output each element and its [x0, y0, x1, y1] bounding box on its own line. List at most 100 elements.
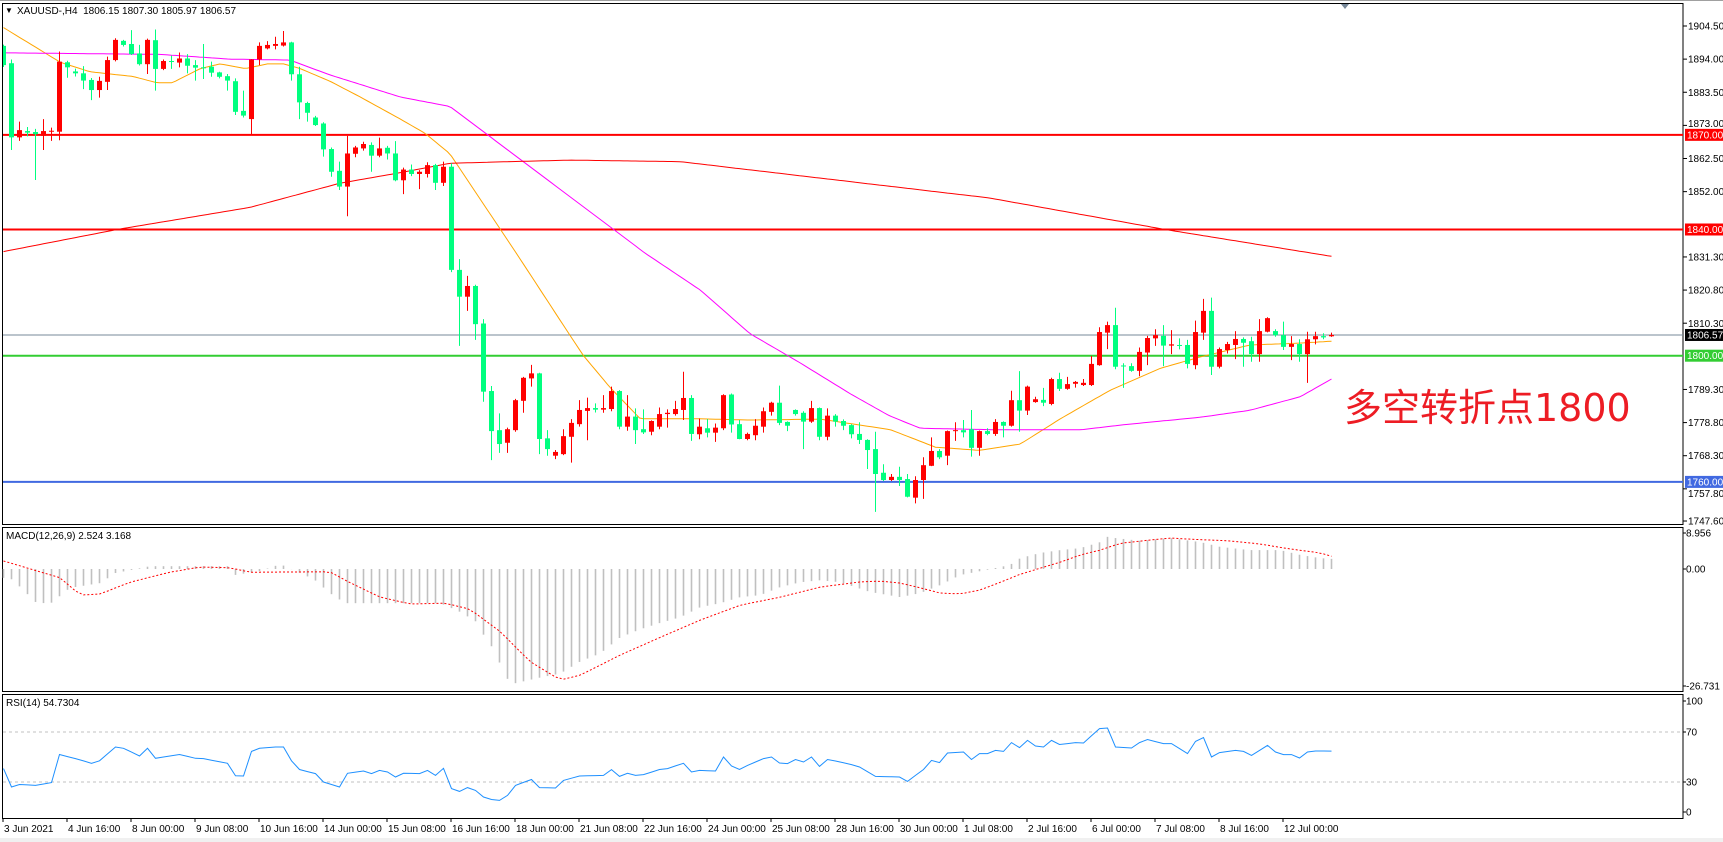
candle-body	[673, 409, 678, 415]
candle-body	[425, 165, 430, 174]
candle-body	[1121, 365, 1126, 367]
candle-body	[697, 426, 702, 435]
candle-body	[553, 451, 558, 456]
candle-body	[81, 73, 86, 81]
candle-body	[361, 143, 366, 149]
candle-body	[209, 66, 214, 73]
candle-body	[801, 412, 806, 422]
candle-body	[185, 58, 190, 66]
candle-body	[577, 409, 582, 425]
candle-body	[49, 130, 54, 132]
macd-pane	[2, 527, 1684, 692]
candle-body	[481, 323, 486, 392]
price-axis-label: 1862.50	[1688, 154, 1723, 165]
macd-axis-label: 8.956	[1686, 529, 1711, 540]
candle-body	[505, 429, 510, 443]
macd-signal-line	[3, 537, 1332, 680]
candle-body	[1097, 332, 1102, 366]
candle-body	[113, 39, 118, 61]
candle-body	[1281, 335, 1286, 347]
time-axis-label: 8 Jul 16:00	[1220, 824, 1269, 835]
price-tag-1840.00	[1685, 223, 1723, 236]
candle-body	[433, 165, 438, 183]
candle-body	[585, 408, 590, 411]
candle-body	[1033, 399, 1038, 403]
candle-body	[745, 433, 750, 439]
candle-body	[385, 147, 390, 154]
price-tag-label: 1760.00	[1687, 477, 1723, 488]
time-axis-label: 30 Jun 00:00	[900, 824, 958, 835]
candle-body	[537, 373, 542, 439]
candle-body	[681, 397, 686, 410]
price-tag-label: 1870.00	[1687, 130, 1723, 141]
candle-body	[1065, 384, 1070, 389]
candle-body	[193, 65, 198, 68]
candle-body	[905, 479, 910, 497]
rsi-axis-label: 0	[1686, 808, 1692, 819]
candle-body	[289, 42, 294, 75]
candle-body	[457, 269, 462, 297]
candle-body	[1289, 344, 1294, 347]
candle-body	[1313, 336, 1318, 340]
time-axis-label: 7 Jul 08:00	[1156, 824, 1205, 835]
time-axis-label: 3 Jun 2021	[4, 824, 54, 835]
candle-body	[1129, 366, 1134, 371]
candle-body	[1041, 399, 1046, 403]
status-strip	[0, 838, 1723, 842]
candle-body	[65, 62, 70, 68]
candle-body	[929, 450, 934, 466]
candle-body	[769, 402, 774, 412]
candle-body	[841, 421, 846, 426]
chart-annotation-text[interactable]: 多空转折点1800	[1344, 386, 1631, 430]
candle-body	[777, 402, 782, 423]
candle-body	[57, 61, 62, 132]
candle-body	[521, 377, 526, 401]
price-tag-label: 1806.57	[1687, 330, 1723, 341]
candle-body	[649, 421, 654, 432]
chart-menu-arrow-icon[interactable]: ▼	[5, 6, 13, 15]
candle-body	[1241, 338, 1246, 343]
candle-body	[849, 425, 854, 435]
candle-body	[321, 123, 326, 150]
candle-body	[145, 39, 150, 65]
chart-header: XAUUSD-,H4 1806.15 1807.30 1805.97 1806.…	[17, 6, 237, 17]
candle-body	[593, 408, 598, 410]
candle-body	[153, 40, 158, 69]
candle-body	[969, 429, 974, 448]
candle-body	[561, 436, 566, 455]
candle-body	[569, 422, 574, 437]
candle-body	[609, 391, 614, 410]
price-axis-label: 1757.80	[1688, 489, 1723, 500]
candle-body	[1081, 382, 1086, 386]
candle-body	[393, 153, 398, 181]
candle-body	[337, 170, 342, 187]
candle-body	[1321, 336, 1326, 338]
candle-body	[1217, 349, 1222, 367]
candle-body	[305, 102, 310, 113]
candle-body	[489, 391, 494, 432]
candle-body	[401, 169, 406, 181]
price-tag-label: 1800.00	[1687, 351, 1723, 362]
candle-body	[345, 153, 350, 187]
candle-body	[513, 400, 518, 431]
candle-body	[273, 43, 278, 46]
candle-body	[441, 166, 446, 183]
time-axis-label: 10 Jun 16:00	[260, 824, 318, 835]
candle-body	[1265, 318, 1270, 332]
chart-shift-marker-icon	[1341, 4, 1349, 9]
candle-body	[329, 149, 334, 172]
price-axis-label: 1747.60	[1688, 517, 1723, 528]
candle-body	[281, 42, 286, 46]
candle-body	[601, 408, 606, 410]
time-axis-label: 16 Jun 16:00	[452, 824, 510, 835]
candle-body	[313, 117, 318, 126]
candle-body	[945, 431, 950, 456]
candle-body	[369, 144, 374, 156]
candle-body	[1185, 344, 1190, 364]
candle-body	[913, 480, 918, 498]
price-axis-label: 1904.50	[1688, 22, 1723, 33]
candle-body	[953, 430, 958, 432]
time-axis-label: 21 Jun 08:00	[580, 824, 638, 835]
candle-body	[1177, 344, 1182, 346]
price-pane	[2, 3, 1684, 525]
